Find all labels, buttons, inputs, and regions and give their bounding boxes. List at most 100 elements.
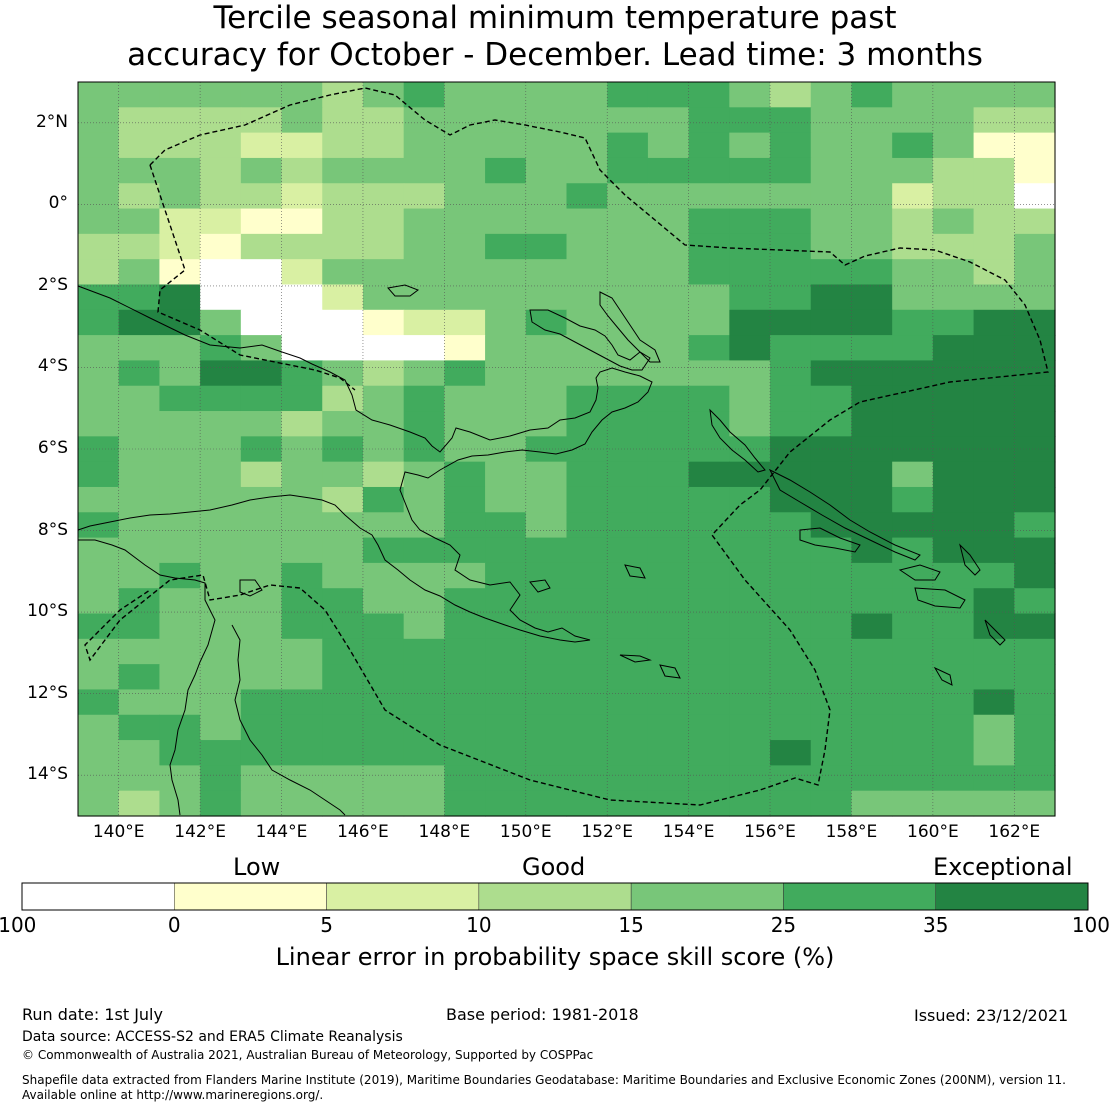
grid-cell <box>200 436 242 463</box>
grid-cell <box>810 183 853 210</box>
grid-cell <box>932 790 975 817</box>
grid-cell <box>973 562 1015 589</box>
grid-cell <box>770 233 812 260</box>
grid-cell <box>688 284 730 311</box>
grid-cell <box>973 638 1015 665</box>
grid-cell <box>525 562 568 589</box>
grid-cell <box>118 360 161 387</box>
grid-cell <box>729 638 771 665</box>
grid-cell <box>159 183 201 210</box>
grid-cell <box>851 309 893 336</box>
grid-cell <box>851 765 893 792</box>
grid-cell <box>729 183 771 210</box>
grid-cell <box>932 259 975 286</box>
grid-cell <box>322 132 364 159</box>
grid-cell <box>240 335 283 362</box>
grid-cell <box>281 309 323 336</box>
grid-cell <box>932 284 975 311</box>
grid-cell <box>362 740 405 766</box>
eez-boundary <box>84 87 1049 806</box>
grid-cell <box>810 537 853 564</box>
grid-cell <box>78 208 120 235</box>
grid-cell <box>1014 537 1056 564</box>
grid-cell <box>525 588 568 615</box>
grid-cell <box>810 613 853 640</box>
grid-cell <box>403 461 445 488</box>
grid-cell <box>403 157 445 184</box>
grid-cell <box>647 157 690 184</box>
grid-cell <box>444 512 486 539</box>
grid-cell <box>770 486 812 513</box>
grid-cell <box>1014 183 1056 210</box>
grid-cell <box>810 486 853 513</box>
grid-cell <box>403 689 445 716</box>
grid-cell <box>525 714 568 741</box>
grid-cell <box>322 613 364 640</box>
grid-cell <box>525 385 568 412</box>
grid-cell <box>973 664 1015 691</box>
grid-cell <box>851 82 893 108</box>
grid-cell <box>810 360 853 387</box>
grid-cell <box>973 613 1015 640</box>
grid-cell <box>281 588 323 615</box>
grid-cell <box>240 765 283 792</box>
grid-cell <box>525 208 568 235</box>
grid-cell <box>240 740 283 766</box>
grid-cell <box>485 208 527 235</box>
grid-cell <box>566 562 608 589</box>
grid-cell <box>322 208 364 235</box>
grid-cell <box>118 107 161 134</box>
grid-cell <box>78 537 120 564</box>
grid-cell <box>240 183 283 210</box>
grid-cell <box>851 790 893 817</box>
grid-cell <box>729 689 771 716</box>
latitude-label: 0° <box>48 193 68 214</box>
latitude-label: 2°N <box>35 111 68 132</box>
longitude-label: 160°E <box>907 822 959 842</box>
coastline <box>77 284 1006 816</box>
grid-cell <box>770 208 812 235</box>
grid-cell <box>118 335 161 362</box>
grid-cell <box>281 461 323 488</box>
colorbar-title: Linear error in probability space skill … <box>275 943 835 971</box>
grid-cell <box>444 132 486 159</box>
grid-cell <box>159 82 201 108</box>
grid-cell <box>647 284 690 311</box>
grid-cell <box>200 512 242 539</box>
grid-cell <box>892 689 934 716</box>
grid-cell <box>78 335 120 362</box>
grid-cell <box>118 638 161 665</box>
grid-cell <box>810 411 853 437</box>
grid-cell <box>729 360 771 387</box>
grid-cell <box>322 765 364 792</box>
grid-cell <box>566 740 608 766</box>
colorbar-category-good: Good <box>522 853 586 881</box>
grid-cell <box>281 233 323 260</box>
grid-cell <box>200 309 242 336</box>
colorbar-segment <box>326 882 480 911</box>
grid-cell <box>647 82 690 108</box>
grid-cell <box>647 259 690 286</box>
grid-cell <box>647 360 690 387</box>
grid-cell <box>403 714 445 741</box>
grid-cell <box>770 714 812 741</box>
colorbar-category-exceptional: Exceptional <box>933 853 1073 881</box>
grid-cell <box>159 765 201 792</box>
grid-cell <box>1014 82 1056 108</box>
grid-cell <box>281 613 323 640</box>
grid-cell <box>973 537 1015 564</box>
grid-cell <box>1014 461 1056 488</box>
grid-cell <box>281 765 323 792</box>
grid-cell <box>403 537 445 564</box>
grid-cell <box>118 183 161 210</box>
grid-cell <box>159 512 201 539</box>
colorbar-segment <box>783 882 936 911</box>
grid-cell <box>444 284 486 311</box>
grid-cell <box>851 588 893 615</box>
grid-cell <box>403 309 445 336</box>
grid-cell <box>932 461 975 488</box>
grid-cell <box>485 183 527 210</box>
latitude-label: 2°S <box>37 274 68 295</box>
grid-cell <box>932 107 975 134</box>
grid-cell <box>892 233 934 260</box>
